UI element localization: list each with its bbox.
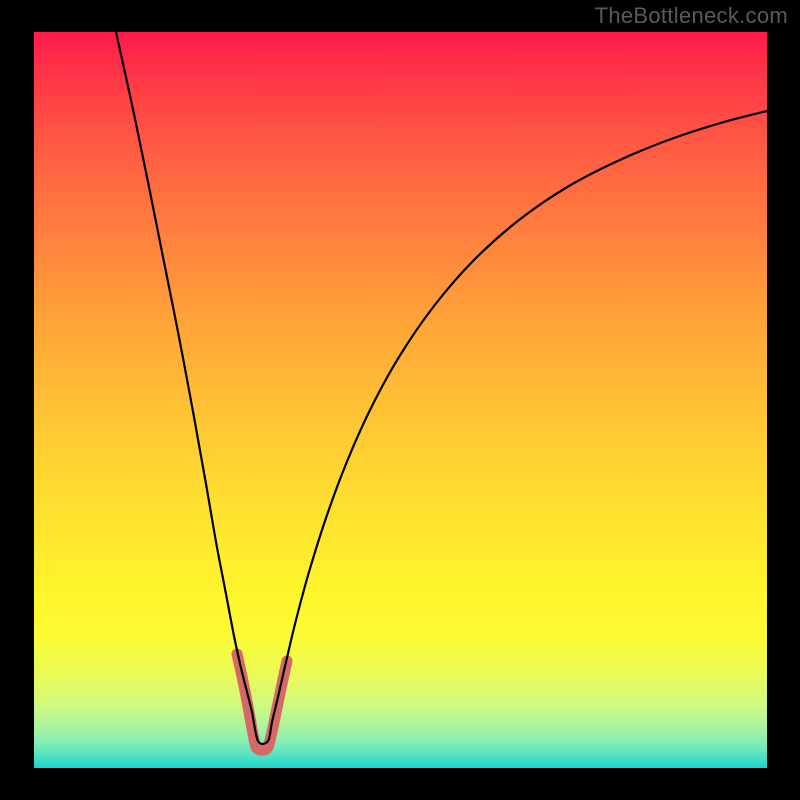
chart-gradient-area [34, 32, 767, 768]
valley-accent-curve [237, 654, 287, 750]
watermark-text: TheBottleneck.com [595, 3, 788, 29]
chart-svg [34, 32, 767, 768]
main-v-curve [116, 32, 767, 744]
